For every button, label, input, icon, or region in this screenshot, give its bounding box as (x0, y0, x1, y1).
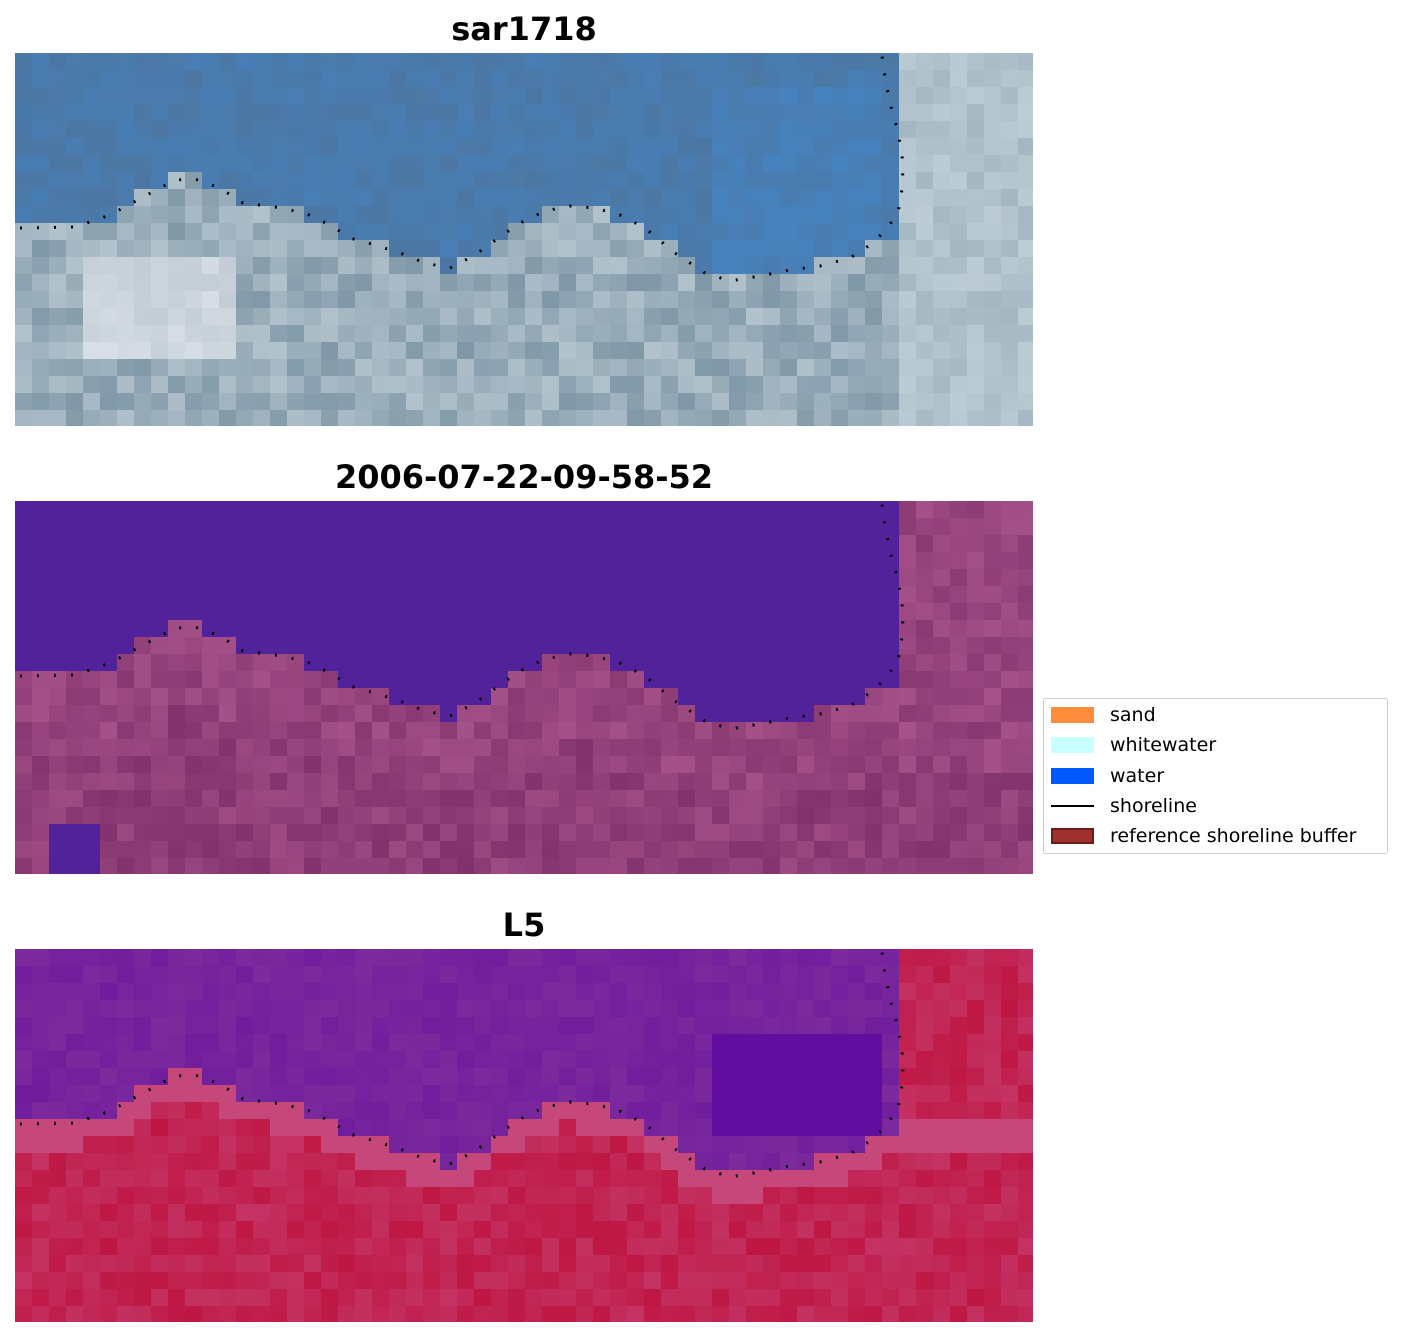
title-l5: L5 (502, 906, 546, 944)
index-image-panel (15, 949, 1033, 1322)
image-raster (15, 53, 1033, 426)
legend-label: shoreline (1110, 795, 1197, 817)
legend-item-shoreline: shoreline (1051, 794, 1197, 818)
legend: sand whitewater water shoreline referenc… (1043, 698, 1388, 854)
classified-image-panel (15, 501, 1033, 874)
water-swatch (1051, 768, 1094, 784)
legend-item-reference-buffer: reference shoreline buffer (1051, 824, 1356, 848)
rgb-image-panel (15, 53, 1033, 426)
legend-label: whitewater (1110, 734, 1217, 756)
legend-item-sand: sand (1051, 703, 1156, 727)
legend-item-water: water (1051, 764, 1164, 788)
whitewater-swatch (1051, 737, 1094, 753)
sand-swatch (1051, 707, 1094, 723)
image-raster (15, 501, 1033, 874)
title-sar1718: sar1718 (451, 10, 597, 48)
shoreline-line-icon (1051, 798, 1094, 814)
image-raster (15, 949, 1033, 1322)
buffer-swatch (1051, 828, 1094, 844)
shoreline-dotted-line (19, 503, 905, 731)
legend-label: reference shoreline buffer (1110, 825, 1357, 847)
legend-label: water (1110, 765, 1165, 787)
legend-item-whitewater: whitewater (1051, 733, 1216, 757)
title-date: 2006-07-22-09-58-52 (334, 458, 714, 496)
shoreline-dotted-line (19, 951, 905, 1179)
legend-label: sand (1110, 704, 1156, 726)
shoreline-dotted-line (19, 55, 905, 283)
